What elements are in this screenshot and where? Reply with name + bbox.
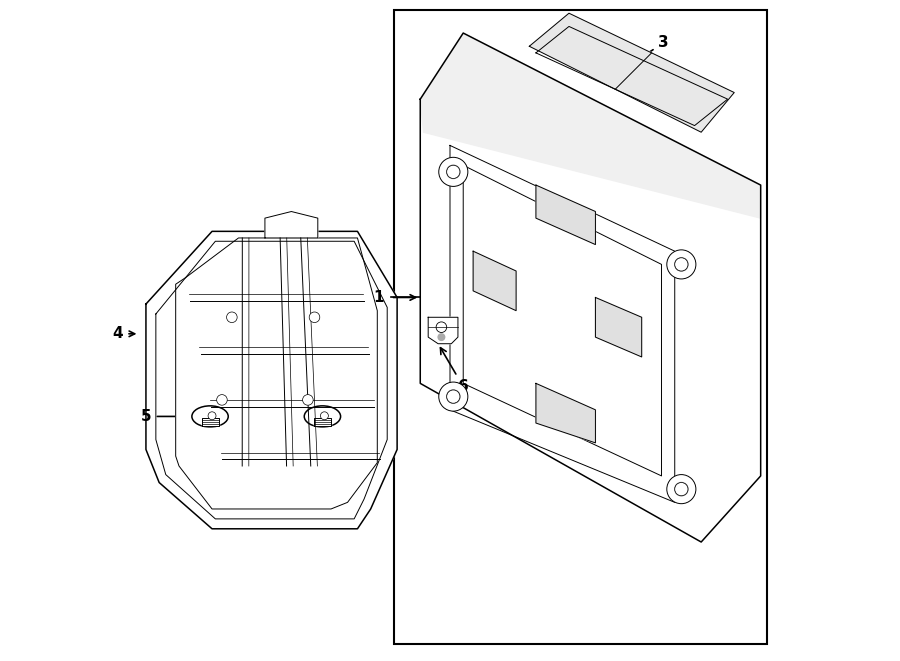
Polygon shape xyxy=(202,418,219,426)
Polygon shape xyxy=(473,251,516,311)
Text: 1: 1 xyxy=(374,290,384,305)
Ellipse shape xyxy=(192,406,229,427)
Circle shape xyxy=(446,390,460,403)
Polygon shape xyxy=(596,297,642,357)
Circle shape xyxy=(446,165,460,178)
Polygon shape xyxy=(146,231,397,529)
Circle shape xyxy=(436,322,446,332)
Polygon shape xyxy=(176,238,377,509)
Ellipse shape xyxy=(304,406,340,427)
Circle shape xyxy=(446,390,460,403)
Circle shape xyxy=(439,382,468,411)
Polygon shape xyxy=(314,418,331,426)
Polygon shape xyxy=(536,185,596,245)
Circle shape xyxy=(320,412,328,420)
Circle shape xyxy=(675,258,688,271)
Circle shape xyxy=(302,395,313,405)
Polygon shape xyxy=(536,383,596,443)
Circle shape xyxy=(667,250,696,279)
Polygon shape xyxy=(420,33,760,218)
Circle shape xyxy=(208,412,216,420)
Text: 3: 3 xyxy=(606,36,669,80)
Text: 4: 4 xyxy=(112,327,122,341)
Bar xyxy=(394,10,768,644)
Polygon shape xyxy=(265,212,318,238)
Circle shape xyxy=(675,483,688,496)
Circle shape xyxy=(227,312,238,323)
Text: 2: 2 xyxy=(257,409,268,424)
Circle shape xyxy=(438,334,445,340)
Polygon shape xyxy=(428,317,458,344)
Circle shape xyxy=(675,483,688,496)
Circle shape xyxy=(446,165,460,178)
Text: 5: 5 xyxy=(140,409,151,424)
Circle shape xyxy=(310,312,320,323)
Circle shape xyxy=(217,395,227,405)
Polygon shape xyxy=(529,13,734,132)
Polygon shape xyxy=(420,33,760,542)
Circle shape xyxy=(675,258,688,271)
Circle shape xyxy=(439,157,468,186)
Circle shape xyxy=(667,475,696,504)
Text: 6: 6 xyxy=(440,348,469,394)
